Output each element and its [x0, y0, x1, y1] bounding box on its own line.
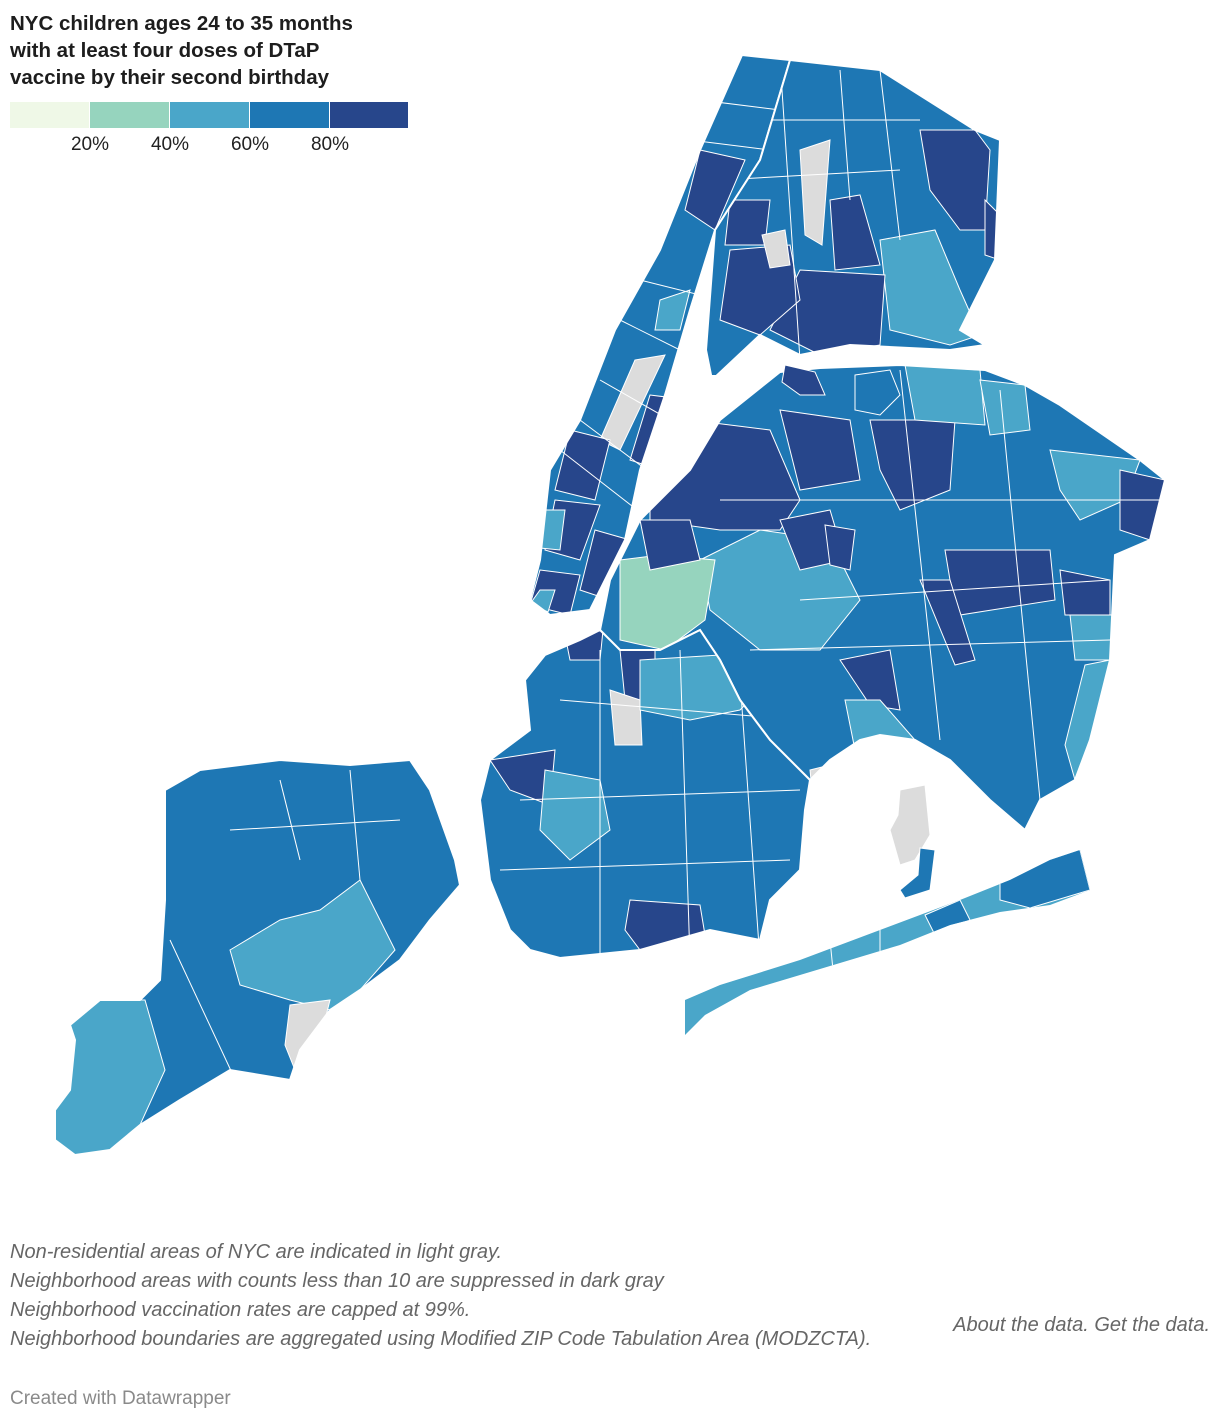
- about-data-link[interactable]: About the data.: [953, 1314, 1089, 1336]
- footnotes: Non-residential areas of NYC are indicat…: [10, 1238, 1210, 1354]
- legend-swatch-60-80: [250, 102, 329, 128]
- legend-label-20: 20%: [70, 134, 110, 155]
- jfk-airport-area: [889, 784, 931, 866]
- datawrapper-credit[interactable]: Created with Datawrapper: [10, 1388, 231, 1409]
- rikers-island: [781, 364, 826, 396]
- data-links: About the data. Get the data.: [953, 1314, 1210, 1337]
- legend-swatch-80-100: [330, 102, 408, 128]
- legend-label-60: 60%: [230, 134, 270, 155]
- legend-swatch-40-60: [170, 102, 249, 128]
- north-island: [854, 369, 901, 416]
- legend-swatch-20-40: [90, 102, 169, 128]
- legend-label-40: 40%: [150, 134, 190, 155]
- get-data-link[interactable]: Get the data.: [1094, 1314, 1210, 1336]
- color-legend: 20% 40% 60% 80%: [10, 102, 410, 162]
- note-boundaries: Neighborhood boundaries are aggregated u…: [10, 1328, 872, 1350]
- note-suppressed: Neighborhood areas with counts less than…: [10, 1270, 664, 1292]
- nyc-choropleth-map: [54, 53, 1167, 1157]
- note-non-residential: Non-residential areas of NYC are indicat…: [10, 1241, 503, 1263]
- legend-swatch-0-20: [10, 102, 89, 128]
- staten-island-borough: [55, 760, 460, 1155]
- note-capped: Neighborhood vaccination rates are cappe…: [10, 1299, 471, 1321]
- broad-channel: [899, 847, 936, 899]
- chart-title: NYC children ages 24 to 35 months with a…: [10, 12, 353, 89]
- chart-header: NYC children ages 24 to 35 months with a…: [10, 10, 430, 91]
- legend-label-80: 80%: [310, 134, 350, 155]
